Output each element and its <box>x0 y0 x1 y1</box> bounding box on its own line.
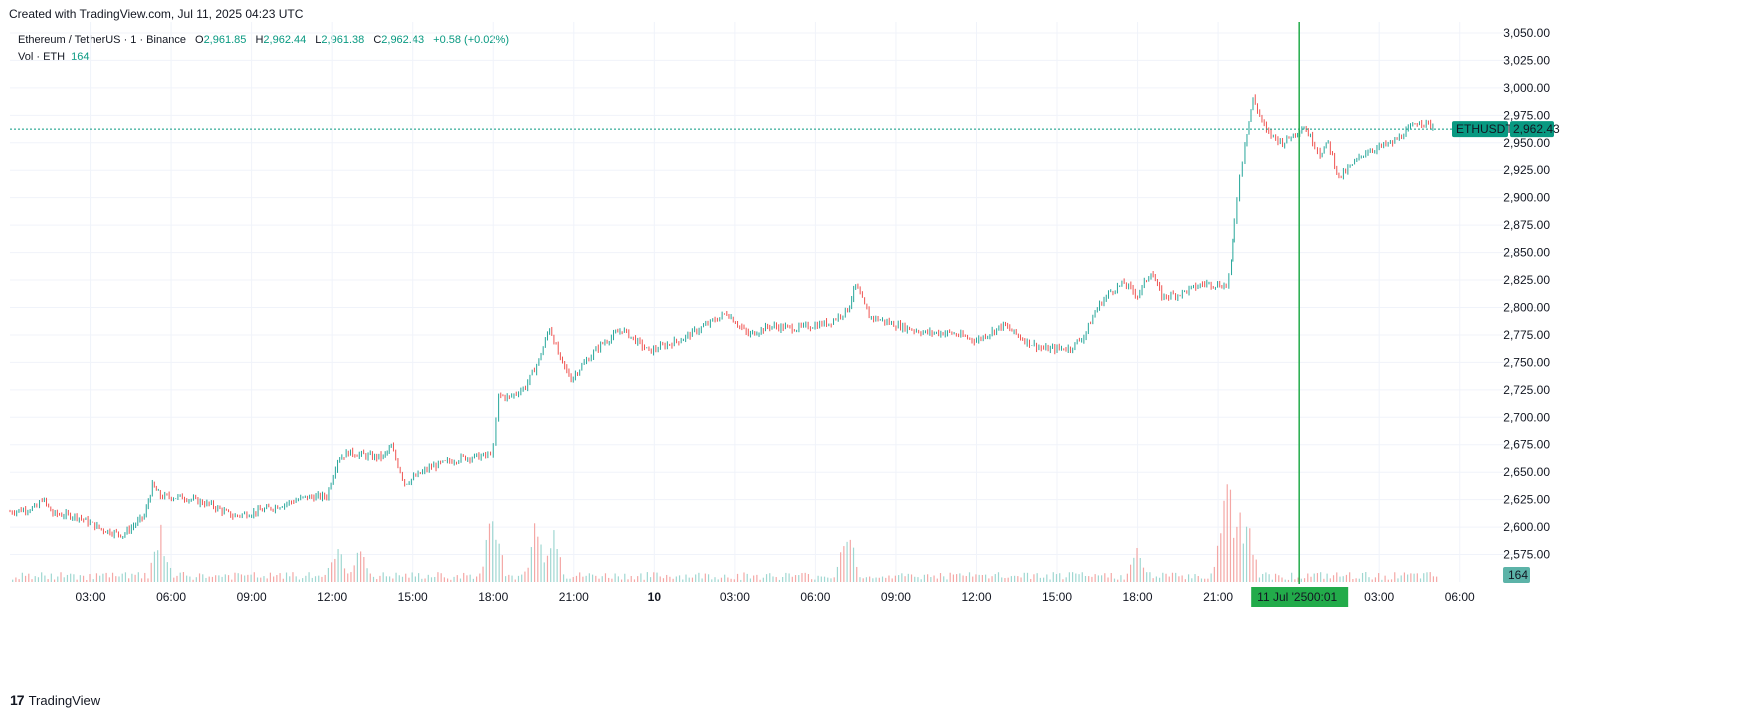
y-tick-label: 3,050.00 <box>1503 26 1550 40</box>
volume-bars <box>12 484 1438 582</box>
price-tag-value: 2,962.43 <box>1513 122 1560 136</box>
change-value: +0.58 (+0.02%) <box>433 34 509 46</box>
x-tick-label: 21:00 <box>559 590 589 604</box>
open-label: O <box>195 34 204 46</box>
tradingview-brand[interactable]: 17 TradingView <box>10 692 100 708</box>
high-label: H <box>255 34 264 46</box>
y-tick-label: 2,900.00 <box>1503 191 1550 205</box>
x-tick-label: 03:00 <box>1364 590 1394 604</box>
chart-grid <box>10 22 1540 582</box>
y-tick-label: 2,575.00 <box>1503 548 1550 562</box>
crosshair-time-bg <box>1251 587 1349 607</box>
x-tick-label: 06:00 <box>800 590 830 604</box>
price-tag-symbol-bg <box>1452 121 1508 138</box>
y-tick-label: 2,850.00 <box>1503 246 1550 260</box>
price-tag: ETHUSDT 2,962.43 <box>1452 121 1560 138</box>
crosshair-time-label: 11 Jul '25 00:01 <box>1251 587 1349 607</box>
y-tick-label: 2,700.00 <box>1503 410 1550 424</box>
y-tick-label: 2,725.00 <box>1503 383 1550 397</box>
price-tag-symbol: ETHUSDT <box>1456 122 1513 136</box>
x-tick-label: 09:00 <box>881 590 911 604</box>
y-tick-label: 2,650.00 <box>1503 465 1550 479</box>
x-tick-label: 06:00 <box>156 590 186 604</box>
y-tick-label: 2,825.00 <box>1503 273 1550 287</box>
x-tick-label: 03:00 <box>720 590 750 604</box>
volume-tag: 164 <box>1503 567 1530 583</box>
low-label: L <box>315 34 322 46</box>
created-with-text: Created with TradingView.com, Jul 11, 20… <box>9 7 304 21</box>
y-tick-label: 2,950.00 <box>1503 136 1550 150</box>
volume-tag-value: 164 <box>1508 568 1528 582</box>
x-tick-label: 09:00 <box>237 590 267 604</box>
x-tick-label: 15:00 <box>1042 590 1072 604</box>
symbol-title[interactable]: Ethereum / TetherUS · 1 · Binance <box>18 34 186 46</box>
brand-name: TradingView <box>28 692 101 708</box>
price-tag-value-bg <box>1510 121 1554 138</box>
y-tick-label: 2,750.00 <box>1503 355 1550 369</box>
crosshair-time: 00:01 <box>1307 590 1337 604</box>
volume-tag-bg <box>1503 567 1530 583</box>
x-tick-label: 15:00 <box>398 590 428 604</box>
y-tick-label: 2,925.00 <box>1503 163 1550 177</box>
x-tick-label: 06:00 <box>1445 590 1475 604</box>
y-tick-label: 2,875.00 <box>1503 218 1550 232</box>
y-tick-label: 2,600.00 <box>1503 520 1550 534</box>
time-axis: 03:00 06:00 09:00 12:00 15:00 18:00 21:00 10 03:… <box>76 590 1476 604</box>
y-tick-label: 2,775.00 <box>1503 328 1550 342</box>
y-tick-label: 2,625.00 <box>1503 493 1550 507</box>
x-tick-label: 12:00 <box>317 590 347 604</box>
tradingview-logo-icon: 17 <box>10 692 25 708</box>
close-value: 2,962.43 <box>381 34 425 46</box>
crosshair-date: 11 Jul '25 <box>1257 590 1307 604</box>
open-value: 2,961.85 <box>203 34 247 46</box>
y-tick-label: 2,675.00 <box>1503 438 1550 452</box>
x-tick-label: 12:00 <box>961 590 991 604</box>
y-tick-label: 2,800.00 <box>1503 300 1550 314</box>
x-tick-label: 03:00 <box>76 590 106 604</box>
x-tick-label: 18:00 <box>1123 590 1153 604</box>
y-tick-label: 2,975.00 <box>1503 108 1550 122</box>
close-label: C <box>373 34 382 46</box>
x-tick-label: 18:00 <box>478 590 508 604</box>
price-series <box>9 94 1434 539</box>
y-tick-label: 3,025.00 <box>1503 53 1550 67</box>
high-value: 2,962.44 <box>263 34 307 46</box>
x-tick-label: 10 <box>648 590 662 604</box>
x-tick-label: 21:00 <box>1203 590 1233 604</box>
y-tick-label: 3,000.00 <box>1503 81 1550 95</box>
price-axis: 2,575.00 2,600.00 2,625.00 2,650.00 2,675.00… <box>1503 26 1550 562</box>
chart-legend: Ethereum / TetherUS · 1 · Binance O2,961… <box>18 34 509 46</box>
